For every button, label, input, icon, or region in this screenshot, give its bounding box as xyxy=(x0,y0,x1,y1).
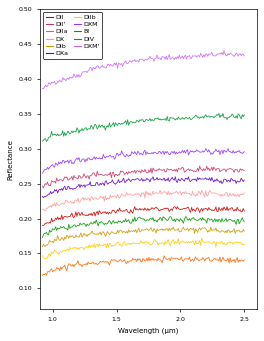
Legend: DII, DII', DIIa, DX, DIb, DXa, DIIb, DXM, BI, DIV, DXM': DII, DII', DIIa, DX, DIb, DXa, DIIb, DXM… xyxy=(43,12,102,59)
Y-axis label: Reflectance: Reflectance xyxy=(7,139,13,180)
X-axis label: Wavelength (μm): Wavelength (μm) xyxy=(118,328,179,334)
